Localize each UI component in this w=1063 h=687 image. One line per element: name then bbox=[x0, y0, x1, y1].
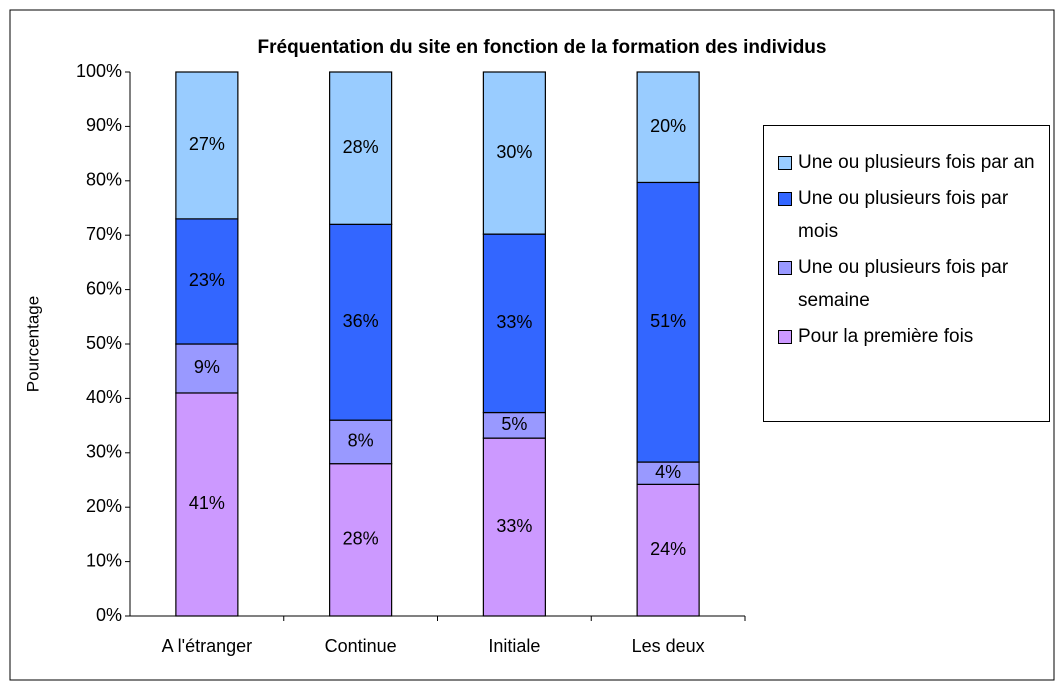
data-label: 23% bbox=[189, 270, 225, 290]
bar-segment bbox=[636, 483, 700, 617]
y-tick-label: 80% bbox=[86, 170, 122, 190]
bar-segment bbox=[482, 437, 546, 617]
y-tick-label: 0% bbox=[96, 605, 122, 625]
y-axis-label: Pourcentage bbox=[23, 296, 42, 392]
bar-segment bbox=[636, 181, 700, 463]
chart-title: Fréquentation du site en fonction de la … bbox=[258, 37, 827, 58]
y-tick-label: 90% bbox=[86, 115, 122, 135]
data-label: 51% bbox=[650, 311, 686, 331]
data-label: 8% bbox=[348, 431, 374, 451]
bar-segment bbox=[329, 463, 393, 617]
legend-label: Pour la première fois bbox=[798, 326, 974, 347]
data-label: 5% bbox=[501, 414, 527, 434]
legend-label: Une ou plusieurs fois par an bbox=[798, 152, 1035, 173]
legend-swatch bbox=[778, 330, 792, 344]
x-tick-label: Continue bbox=[325, 636, 397, 656]
data-label: 4% bbox=[655, 462, 681, 482]
data-label: 24% bbox=[650, 539, 686, 559]
legend-swatch bbox=[778, 261, 792, 275]
data-label: 30% bbox=[496, 142, 532, 162]
bar-segment bbox=[482, 233, 546, 414]
y-tick-label: 10% bbox=[86, 550, 122, 570]
x-tick-label: Initiale bbox=[488, 636, 540, 656]
data-label: 28% bbox=[343, 529, 379, 549]
bar-segment bbox=[329, 71, 393, 225]
legend-item: Une ou plusieurs fois par semaine bbox=[778, 251, 1039, 317]
bar-segment bbox=[329, 419, 393, 465]
legend-swatch bbox=[778, 192, 792, 206]
legend-item: Une ou plusieurs fois par mois bbox=[778, 182, 1039, 248]
y-tick-label: 20% bbox=[86, 496, 122, 516]
data-label: 33% bbox=[496, 516, 532, 536]
y-tick-label: 70% bbox=[86, 224, 122, 244]
data-label: 27% bbox=[189, 134, 225, 154]
y-tick-label: 100% bbox=[76, 61, 122, 81]
legend-swatch bbox=[778, 156, 792, 170]
data-label: 9% bbox=[194, 357, 220, 377]
legend-label: Une ou plusieurs fois par semaine bbox=[798, 257, 1009, 311]
y-tick-label: 30% bbox=[86, 442, 122, 462]
legend-item: Pour la première fois bbox=[778, 320, 1039, 353]
data-label: 20% bbox=[650, 116, 686, 136]
y-tick-label: 60% bbox=[86, 278, 122, 298]
data-label: 41% bbox=[189, 493, 225, 513]
legend: Une ou plusieurs fois par an Une ou plusi… bbox=[763, 125, 1050, 422]
y-tick-label: 50% bbox=[86, 333, 122, 353]
data-label: 33% bbox=[496, 312, 532, 332]
bar-segment bbox=[482, 411, 546, 439]
x-tick-label: A l'étranger bbox=[162, 636, 253, 656]
x-tick-label: Les deux bbox=[632, 636, 705, 656]
bar-segment bbox=[175, 343, 239, 394]
legend-item: Une ou plusieurs fois par an bbox=[778, 146, 1039, 179]
bar-segment bbox=[482, 71, 546, 235]
data-label: 28% bbox=[343, 137, 379, 157]
bar-segment bbox=[175, 218, 239, 345]
bar-segment bbox=[175, 392, 239, 617]
bar-segment bbox=[636, 71, 700, 184]
data-label: 36% bbox=[343, 311, 379, 331]
y-tick-label: 40% bbox=[86, 387, 122, 407]
bar-segment bbox=[175, 71, 239, 220]
legend-label: Une ou plusieurs fois par mois bbox=[798, 188, 1009, 242]
